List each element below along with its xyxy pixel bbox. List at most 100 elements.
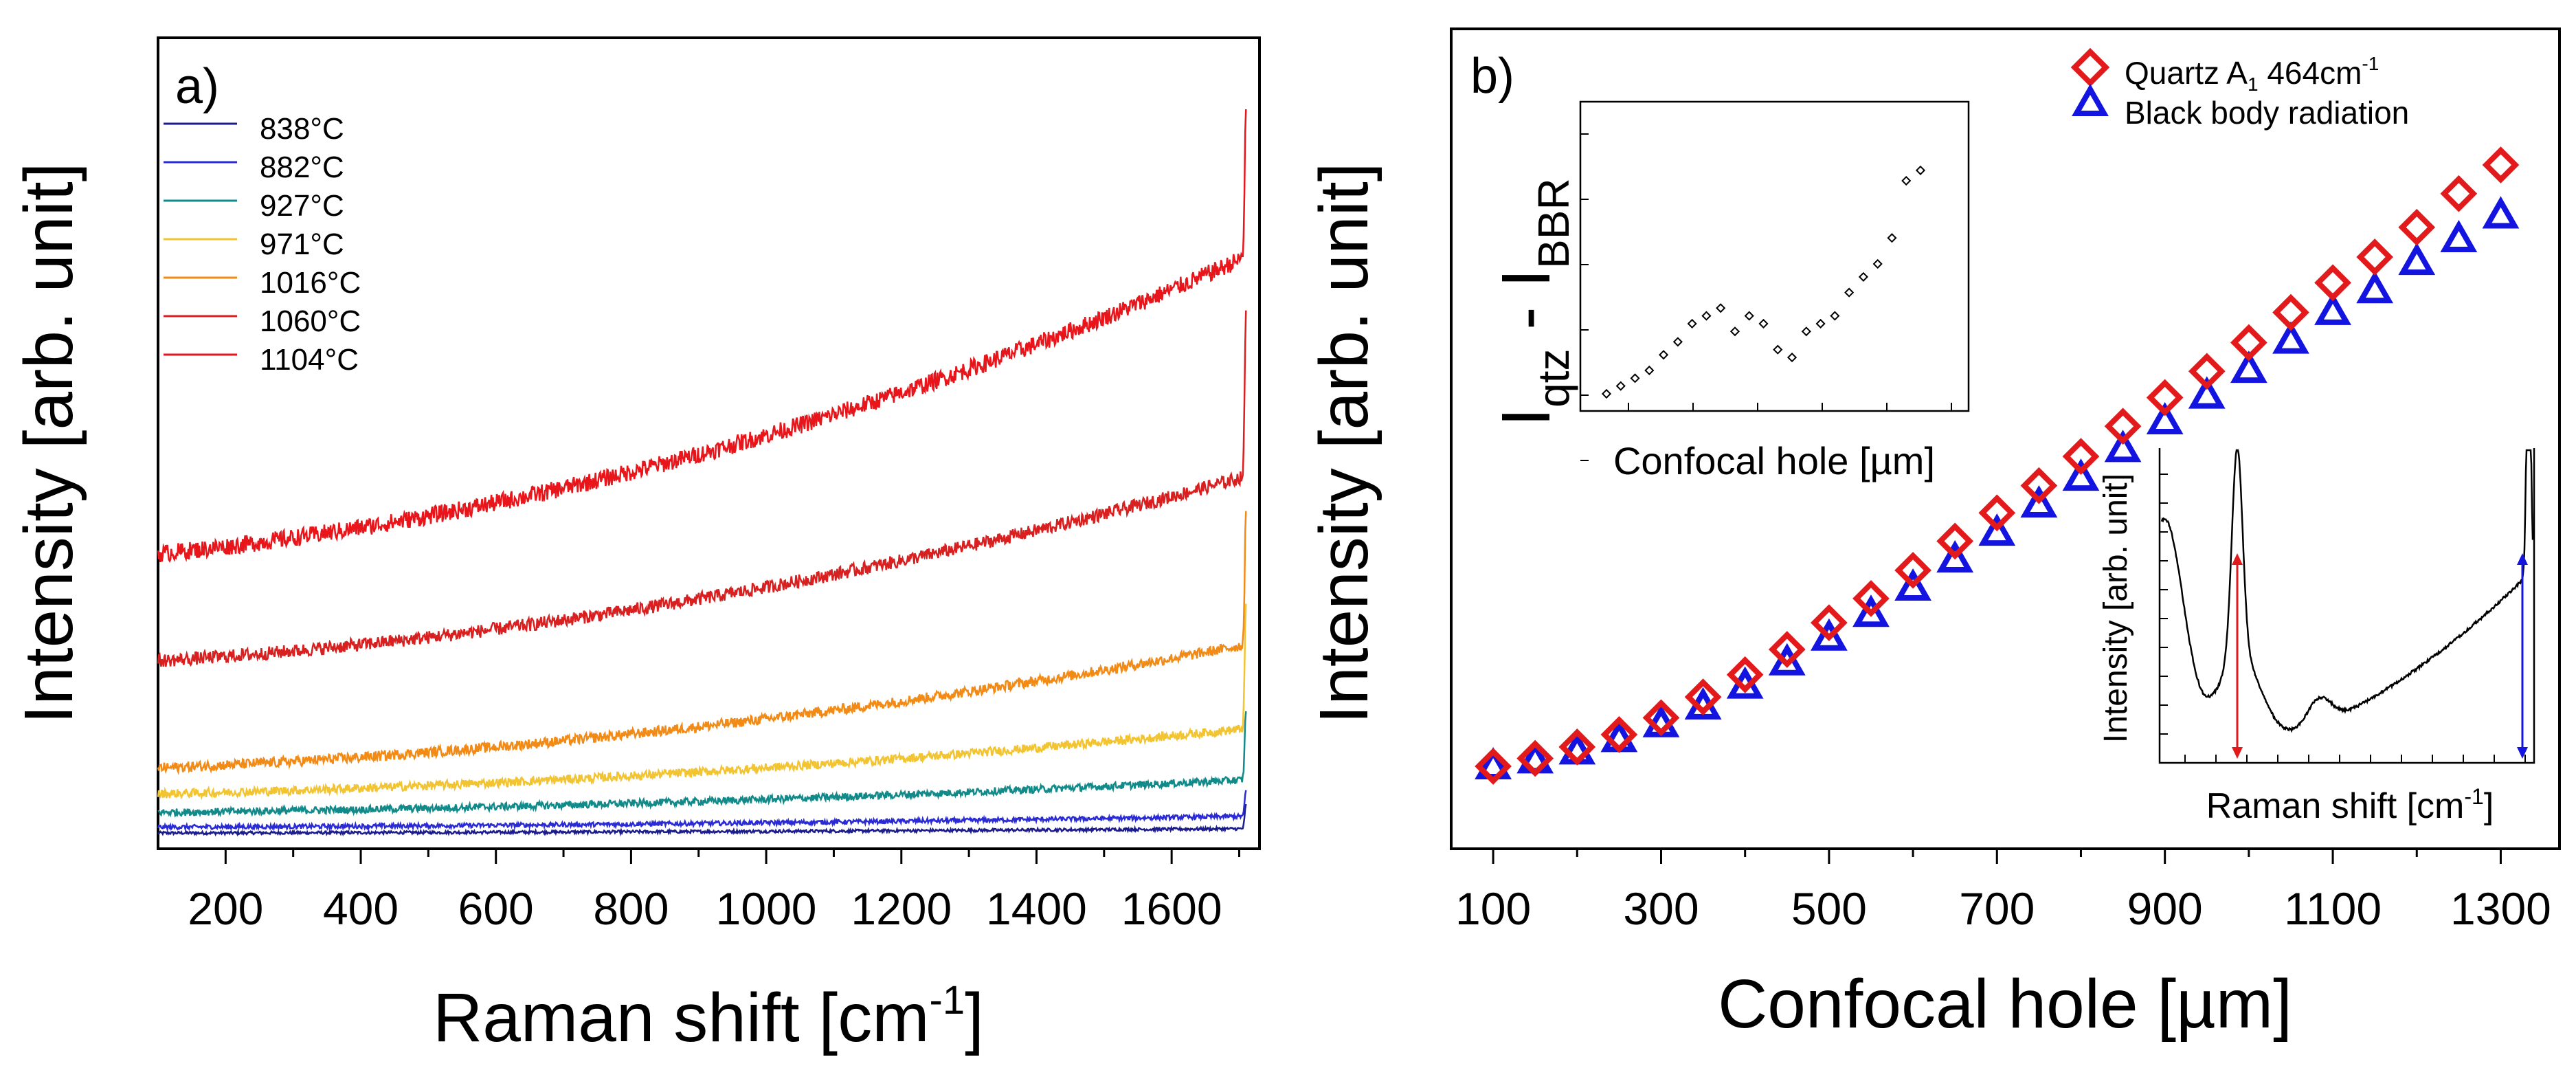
panel-a-xlabel: Raman shift [cm-1]: [433, 978, 984, 1056]
inset-difference-point: [1801, 326, 1811, 337]
inset-difference-point: [1872, 258, 1883, 269]
bbr-point: [1978, 513, 2016, 546]
panel-a-x-tick-label: 1400: [986, 883, 1087, 934]
panel-a-legend-entry: 971°C: [260, 227, 344, 261]
panel-a-series-line: [157, 310, 1247, 667]
panel-b-frame: [1450, 27, 2561, 850]
panel-b-legend: Quartz A1 464cm-1 Black body radiation: [2070, 47, 2409, 131]
panel-b-x-tick-label: 500: [1791, 883, 1867, 934]
panel-a-legend-entry: 838°C: [260, 112, 344, 146]
inset-difference-point: [1815, 318, 1826, 329]
inset-spectrum-xlabel: Raman shift [cm-1]: [2206, 784, 2494, 826]
bbr-point: [1810, 618, 1848, 651]
inset-difference-point: [1687, 318, 1697, 329]
inset-difference-point: [1659, 350, 1669, 360]
panel-a-x-ticks: 200 400 600 800 1000 1200 1400 1600: [188, 849, 1240, 934]
inset-difference-point: [1729, 326, 1740, 337]
quartz-point: [2440, 175, 2478, 212]
inset-difference-point: [1630, 373, 1640, 383]
inset-difference-point: [1830, 311, 1840, 321]
inset-spectrum: Raman shift [cm-1] Intensity [arb. unit]: [2098, 448, 2535, 826]
bbr-point: [2188, 376, 2226, 409]
panel-a-x-tick-label: 1600: [1121, 883, 1222, 934]
panel-a-legend: 838°C 882°C 927°C 971°C 1016°C 1060°C 1104°C: [164, 112, 361, 377]
bbr-point: [1852, 594, 1890, 627]
panel-a-curves: [157, 109, 1247, 837]
quartz-point: [2188, 353, 2226, 390]
quartz-point: [1642, 699, 1680, 737]
panel-a-legend-entry: 1104°C: [260, 343, 359, 377]
bbr-point: [2356, 271, 2394, 304]
inset-difference-ylabel: Iqtz - IBBR: [1488, 178, 1578, 426]
inset-difference-point: [1887, 233, 1897, 243]
panel-a-x-tick-label: 1200: [851, 883, 952, 934]
bbr-point: [2146, 401, 2184, 435]
quartz-point: [2020, 467, 2058, 504]
legend-quartz: Quartz A1 464cm-1: [2125, 53, 2379, 95]
panel-a-x-tick-label: 600: [458, 883, 534, 934]
inset-difference-ticks: [1580, 133, 1952, 461]
panel-b-x-tick-label: 100: [1455, 883, 1531, 934]
quartz-point: [2230, 324, 2267, 361]
panel-a-series-line: [157, 109, 1247, 564]
panel-a-ylabel: Intensity [arb. unit]: [10, 162, 87, 724]
quartz-point: [1726, 656, 1764, 693]
quartz-point: [2146, 379, 2184, 416]
panel-a-series-line: [157, 803, 1247, 837]
inset-spectrum-arrow-blue: [2517, 553, 2528, 759]
bbr-point: [1894, 568, 1931, 601]
panel-a-x-tick-label: 1000: [716, 883, 817, 934]
bbr-point: [2272, 321, 2309, 354]
quartz-point: [1516, 739, 1554, 777]
panel-a-series-line: [157, 511, 1247, 776]
panel-b-x-tick-label: 1300: [2450, 883, 2551, 934]
panel-b-ylabel: Intensity [arb. unit]: [1306, 162, 1382, 724]
panel-a-frame: [157, 36, 1261, 850]
inset-difference-point: [1758, 318, 1769, 329]
bbr-point: [2020, 485, 2058, 518]
panel-b-x-tick-label: 700: [1959, 883, 2035, 934]
inset-difference-point: [1844, 287, 1855, 298]
inset-difference-point: [1773, 344, 1783, 355]
bbr-point: [1936, 539, 1974, 572]
bbr-point: [2440, 219, 2478, 253]
inset-difference-point: [1901, 175, 1912, 186]
panel-a: 200 400 600 800 1000 1200 1400 1600 a) 838°C 882…: [10, 36, 1261, 1056]
bbr-point: [2062, 458, 2100, 491]
inset-difference-point: [1701, 311, 1712, 321]
quartz-point: [2398, 208, 2436, 246]
bbr-point: [2230, 351, 2267, 383]
inset-difference-point: [1672, 337, 1683, 347]
quartz-point: [1811, 604, 1848, 642]
inset-difference-point: [1601, 388, 1612, 399]
bbr-point: [2104, 430, 2142, 463]
inset-difference: Confocal hole [µm] Iqtz - IBBR: [1488, 100, 1970, 482]
quartz-point: [1475, 748, 1512, 785]
panel-a-x-tick-label: 200: [188, 883, 263, 934]
panel-a-legend-entry: 927°C: [260, 189, 344, 223]
inset-spectrum-frame: [2158, 448, 2535, 764]
inset-difference-point: [1716, 303, 1726, 313]
panel-b-xlabel: Confocal hole [µm]: [1718, 966, 2292, 1043]
panel-a-x-tick-label: 800: [593, 883, 669, 934]
inset-difference-points: [1601, 165, 1926, 399]
inset-difference-point: [1858, 271, 1868, 282]
legend-bbr: Black body radiation: [2125, 95, 2409, 131]
panel-a-series-line: [157, 603, 1247, 801]
inset-spectrum-curve: [2160, 449, 2534, 733]
inset-difference-point: [1915, 165, 1926, 175]
quartz-point: [2314, 264, 2351, 302]
quartz-point: [1768, 631, 1806, 668]
inset-spectrum-ticks: [2160, 474, 2526, 764]
quartz-point: [1936, 522, 1974, 560]
panel-b-x-tick-label: 900: [2127, 883, 2203, 934]
legend-diamond-marker: [2070, 47, 2110, 87]
inset-spectrum-ylabel: Intensity [arb. unit]: [2098, 474, 2134, 743]
quartz-point: [2356, 238, 2394, 276]
quartz-point: [1894, 551, 1931, 589]
panel-b-x-ticks: 100 300 500 700 900 1100 1300: [1455, 849, 2551, 934]
panel-b-x-tick-label: 1100: [2284, 883, 2382, 934]
quartz-point: [1978, 494, 2016, 532]
quartz-point: [1684, 678, 1722, 716]
